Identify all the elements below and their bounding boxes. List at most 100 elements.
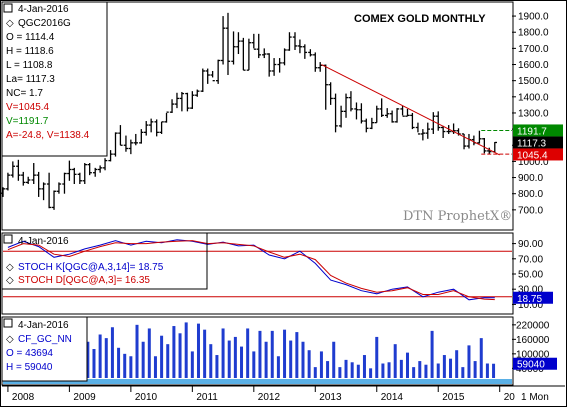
- volume-info-line: O = 43694: [6, 348, 53, 359]
- volume-bar: [264, 341, 268, 378]
- ohlc-bar: [400, 105, 405, 117]
- ohlc-bar: [487, 147, 492, 155]
- svg-text:18.75: 18.75: [517, 294, 542, 305]
- ohlc-bar: [67, 160, 72, 181]
- ohlc-bar: [292, 32, 298, 50]
- volume-bar: [276, 356, 280, 378]
- ohlc-bar: [128, 139, 134, 155]
- volume-bar: [227, 340, 231, 378]
- volume-bar: [479, 338, 483, 378]
- ohlc-bar: [174, 92, 180, 109]
- price-y-tick-label: 1900.0: [518, 12, 549, 23]
- svg-text:STOCH K[QGC@A,3,14]= 18.75: STOCH K[QGC@A,3,14]= 18.75: [18, 262, 164, 273]
- volume-bar: [141, 341, 145, 378]
- svg-text:CF_GC_NN: CF_GC_NN: [18, 334, 72, 345]
- ohlc-bar: [123, 135, 129, 152]
- volume-bar: [473, 361, 477, 378]
- volume-bar: [153, 356, 157, 378]
- stoch-y-tick-label: 30.00: [518, 285, 543, 296]
- ohlc-bar: [231, 31, 236, 65]
- stoch-y-axis: 90.00 70.00 50.00 30.00 10.00: [512, 239, 543, 311]
- svg-text:1117.3: 1117.3: [517, 138, 547, 149]
- volume-bar: [190, 351, 194, 378]
- ohlc-bar: [369, 117, 375, 130]
- ohlc-bar: [93, 167, 98, 177]
- volume-bar: [92, 349, 96, 378]
- volume-bar: [86, 341, 90, 378]
- ohlc-bar: [251, 33, 257, 50]
- volume-strip: [3, 379, 512, 384]
- price-info-line: NC= 1.7: [6, 88, 43, 99]
- volume-info-date: 4-Jan-2016: [18, 320, 69, 331]
- price-panel[interactable]: COMEX GOLD MONTHLY DTN ProphetX® 4-Jan-2…: [0, 1, 563, 231]
- volume-info-line: ◇ CF_GC_NN: [6, 334, 72, 345]
- ohlc-bar: [328, 82, 333, 105]
- ohlc-bar: [118, 125, 123, 146]
- volume-bar: [313, 367, 317, 378]
- price-info-line: V=1045.4: [6, 102, 50, 113]
- volume-magnifier-icon[interactable]: [3, 318, 13, 328]
- ohlc-bar: [164, 111, 169, 123]
- volume-bar: [283, 329, 287, 378]
- stoch-info-date: 4-Jan-2016: [18, 236, 69, 247]
- svg-text:O = 43694: O = 43694: [6, 348, 53, 359]
- ohlc-bar: [431, 112, 436, 134]
- ohlc-bar: [420, 129, 426, 141]
- ohlc-bar: [415, 122, 421, 135]
- stoch-info-box: [1, 232, 208, 290]
- price-info-lines: O = 1114.4 H = 1118.6 L = 1108.8 La= 1117.3…: [6, 32, 90, 141]
- ohlc-bar: [200, 68, 205, 92]
- magnifier-icon[interactable]: [3, 3, 13, 13]
- volume-bar: [326, 361, 330, 378]
- volume-bar: [405, 352, 409, 378]
- stochastic-panel[interactable]: 4-Jan-2016 ◇ STOCH K[QGC@A,3,14]= 18.75 ◇ S…: [1, 232, 553, 315]
- ohlc-bar: [236, 32, 241, 55]
- price-info-line: L = 1108.8: [6, 60, 53, 71]
- volume-bar: [319, 351, 323, 378]
- volume-bar: [375, 336, 379, 378]
- svg-text:STOCH D[QGC@A,3]= 16.35: STOCH D[QGC@A,3]= 16.35: [18, 275, 150, 286]
- volume-bar: [252, 351, 256, 378]
- volume-panel[interactable]: 4-Jan-2016 ◇ CF_GC_NN O = 43694 H = 59040 2…: [1, 316, 557, 386]
- volume-bar: [135, 324, 139, 378]
- ohlc-bar: [77, 172, 83, 185]
- ohlc-bar: [82, 163, 87, 185]
- price-y-tick-label: 700.0: [518, 205, 543, 216]
- price-y-tick-label: 1300.0: [518, 108, 549, 119]
- ohlc-bar: [133, 133, 138, 146]
- ohlc-bar: [410, 112, 415, 130]
- ohlc-bar: [41, 182, 46, 201]
- x-axis: 2008 2009 2010 2011 2012 2013 2014 2015 20: [2, 385, 565, 403]
- ohlc-bar: [51, 190, 57, 210]
- volume-bar: [338, 367, 342, 378]
- ohlc-bar: [440, 125, 446, 138]
- volume-y-tick-label: 100000: [516, 349, 550, 360]
- ohlc-bar: [159, 121, 164, 134]
- price-y-tick-label: 1700.0: [518, 44, 549, 55]
- stoch-y-tick-label: 10.00: [518, 300, 543, 311]
- ohlc-bar: [5, 172, 11, 191]
- ohlc-bar: [271, 58, 277, 76]
- period-label[interactable]: 1 Mon: [521, 392, 549, 403]
- stoch-y-tick-label: 90.00: [518, 239, 543, 250]
- ohlc-bar: [108, 150, 113, 162]
- trendline: [321, 64, 500, 156]
- ohlc-bar: [148, 118, 154, 133]
- volume-bar: [362, 355, 366, 378]
- volume-tags: 59040: [513, 357, 557, 371]
- ohlc-bar: [266, 53, 272, 77]
- ohlc-bar: [338, 105, 344, 128]
- volume-bar: [387, 362, 391, 378]
- ohlc-bar: [139, 129, 144, 144]
- volume-info-line: H = 59040: [6, 362, 53, 373]
- svg-text:◇: ◇: [6, 334, 14, 345]
- stoch-magnifier-icon[interactable]: [3, 234, 13, 244]
- stoch-info-lines: ◇ STOCH K[QGC@A,3,14]= 18.75 ◇ STOCH D[QGC@…: [6, 262, 164, 286]
- volume-bar: [442, 355, 446, 378]
- price-info-line: O = 1114.4: [6, 32, 55, 43]
- volume-bar: [110, 327, 114, 378]
- stoch-tags: 18.75: [513, 291, 553, 305]
- volume-bar: [461, 367, 465, 378]
- svg-text:59040: 59040: [517, 360, 545, 371]
- price-info-line: La= 1117.3: [6, 74, 55, 85]
